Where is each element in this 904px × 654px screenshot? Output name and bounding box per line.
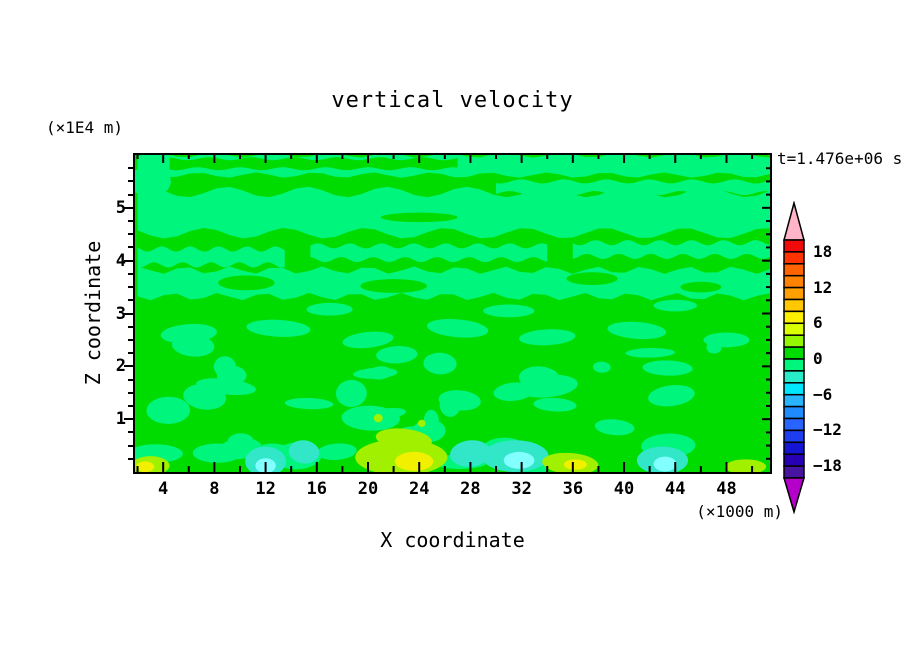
chart-title: vertical velocity <box>331 88 574 113</box>
y-tick-label: 4 <box>115 250 126 271</box>
x-tick-label: 44 <box>665 479 686 499</box>
y-minor-tick <box>128 404 133 407</box>
y-axis-units-label: (×1E4 m) <box>46 118 124 137</box>
x-tick-label: 16 <box>306 479 328 499</box>
x-tick-label: 20 <box>357 479 379 499</box>
y-minor-tick <box>128 193 133 196</box>
y-minor-tick <box>128 220 133 223</box>
y-minor-tick <box>128 338 133 341</box>
y-major-tick <box>124 206 133 209</box>
y-major-tick <box>124 418 133 421</box>
y-minor-tick <box>128 352 133 355</box>
y-minor-tick <box>128 457 133 460</box>
y-tick-label: 1 <box>115 409 126 430</box>
x-tick-label: 32 <box>511 479 532 499</box>
y-minor-tick <box>128 233 133 236</box>
y-tick-label: 3 <box>115 303 126 324</box>
y-minor-tick <box>128 167 133 170</box>
x-tick-label: 40 <box>613 479 635 499</box>
y-major-tick <box>124 259 133 262</box>
colorbar-tick-label: −12 <box>813 420 842 440</box>
contour-field <box>135 155 770 472</box>
y-minor-tick <box>128 325 133 328</box>
x-tick-label: 4 <box>158 479 169 499</box>
x-tick-label: 48 <box>716 479 737 499</box>
y-minor-tick <box>128 286 133 289</box>
plot-area <box>133 153 772 474</box>
x-tick-label: 28 <box>460 479 481 499</box>
y-minor-tick <box>128 444 133 447</box>
colorbar-tick-label: 0 <box>813 349 823 368</box>
colorbar-tick-label: −6 <box>813 384 833 404</box>
x-axis-units-label: (×1000 m) <box>696 502 783 521</box>
x-tick-label: 12 <box>255 479 276 499</box>
y-major-tick <box>124 365 133 368</box>
y-minor-tick <box>128 431 133 434</box>
colorbar-tick-label: −18 <box>813 456 842 476</box>
x-tick-label: 36 <box>562 479 584 499</box>
y-minor-tick <box>128 299 133 302</box>
colorbar <box>781 200 807 519</box>
y-major-tick <box>124 312 133 315</box>
colorbar-tick-label: 12 <box>813 277 833 297</box>
y-tick-label: 5 <box>115 197 126 218</box>
y-minor-tick <box>128 272 133 275</box>
y-tick-label: 2 <box>115 356 126 377</box>
x-tick-label: 24 <box>408 479 430 499</box>
y-minor-tick <box>128 246 133 249</box>
x-axis-title: X coordinate <box>380 528 525 552</box>
x-tick-label: 8 <box>209 479 220 499</box>
timestamp-label: t=1.476e+06 s <box>777 149 903 168</box>
colorbar-tick-label: 6 <box>813 313 823 333</box>
y-minor-tick <box>128 391 133 394</box>
colorbar-tick-label: 18 <box>813 241 833 261</box>
y-minor-tick <box>128 180 133 183</box>
y-minor-tick <box>128 378 133 381</box>
colorbar-scale <box>782 200 806 515</box>
